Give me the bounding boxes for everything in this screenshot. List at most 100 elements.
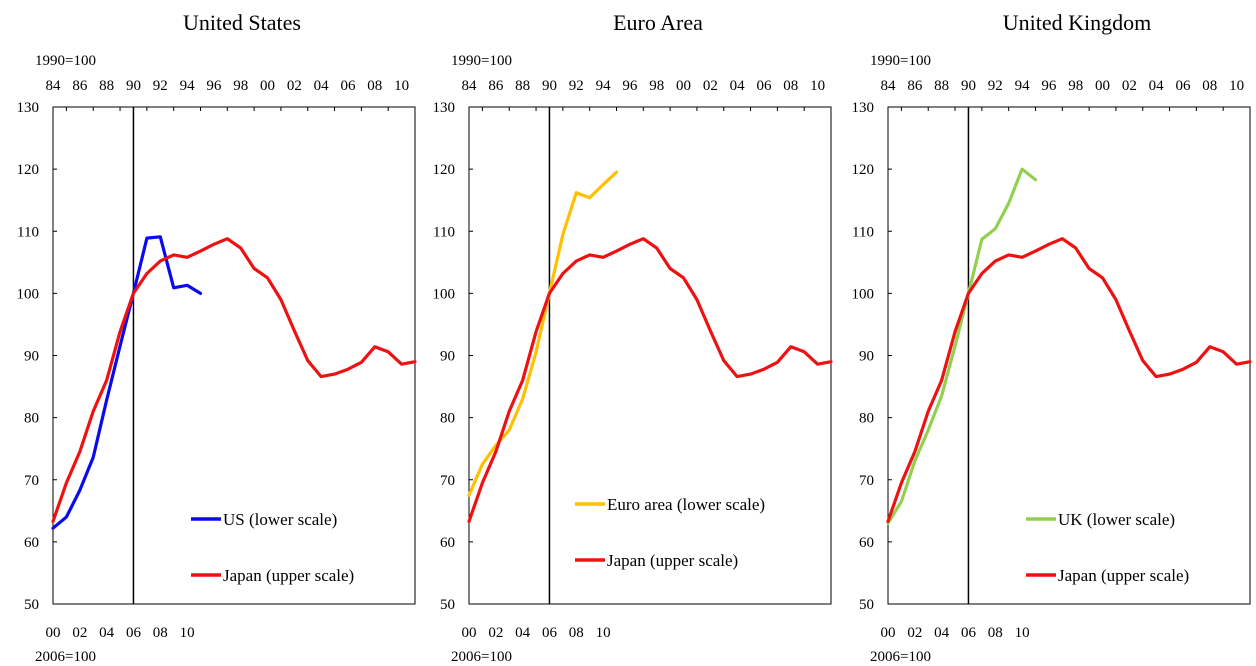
lower-axis-base-label: 2006=100 — [451, 649, 512, 665]
lower-tick-label: 10 — [596, 625, 611, 641]
plot-frame — [52, 106, 416, 605]
legend-label: Japan (upper scale) — [223, 566, 354, 585]
y-tick-label: 50 — [440, 597, 455, 613]
upper-tick-label: 00 — [260, 78, 275, 94]
legend-label: Japan (upper scale) — [607, 551, 738, 570]
upper-tick-label: 86 — [488, 78, 504, 94]
plot-frame — [468, 106, 832, 605]
y-tick-label: 110 — [852, 224, 874, 240]
y-tick-label: 120 — [433, 162, 456, 178]
legend-label: UK (lower scale) — [1058, 510, 1175, 529]
upper-tick-label: 84 — [462, 78, 478, 94]
lower-tick-label: 06 — [542, 625, 558, 641]
upper-tick-label: 88 — [515, 78, 530, 94]
legend-label: Euro area (lower scale) — [607, 495, 765, 514]
upper-tick-label: 02 — [287, 78, 302, 94]
y-tick-label: 130 — [17, 100, 40, 116]
upper-tick-label: 86 — [72, 78, 88, 94]
series-line-1 — [51, 237, 417, 524]
upper-tick-label: 06 — [340, 78, 356, 94]
panel-title: Euro Area — [613, 10, 703, 35]
upper-tick-label: 04 — [730, 78, 746, 94]
panel-title: United Kingdom — [1003, 10, 1152, 35]
upper-tick-label: 98 — [233, 78, 248, 94]
y-tick-label: 60 — [24, 535, 39, 551]
y-tick-label: 60 — [859, 535, 874, 551]
upper-tick-label: 94 — [1015, 78, 1031, 94]
series-line-0 — [467, 170, 619, 497]
upper-axis-base-label: 1990=100 — [870, 53, 931, 69]
upper-tick-label: 96 — [206, 78, 222, 94]
lower-tick-label: 02 — [488, 625, 503, 641]
y-tick-label: 110 — [433, 224, 455, 240]
y-tick-label: 70 — [24, 473, 39, 489]
y-tick-label: 120 — [17, 162, 40, 178]
y-tick-label: 70 — [440, 473, 455, 489]
lower-tick-label: 08 — [153, 625, 168, 641]
upper-tick-label: 04 — [314, 78, 330, 94]
upper-tick-label: 92 — [153, 78, 168, 94]
upper-axis-base-label: 1990=100 — [35, 53, 96, 69]
upper-tick-label: 10 — [394, 78, 409, 94]
y-tick-label: 110 — [17, 224, 39, 240]
upper-tick-label: 94 — [180, 78, 196, 94]
y-tick-label: 50 — [24, 597, 39, 613]
upper-tick-label: 06 — [1175, 78, 1191, 94]
series-line-1 — [467, 237, 833, 524]
upper-tick-label: 02 — [703, 78, 718, 94]
panel-title: United States — [183, 10, 301, 35]
y-tick-label: 80 — [440, 411, 455, 427]
lower-tick-label: 00 — [462, 625, 477, 641]
legend-label: US (lower scale) — [223, 510, 337, 529]
lower-tick-label: 00 — [46, 625, 61, 641]
lower-tick-label: 08 — [988, 625, 1003, 641]
lower-tick-label: 10 — [180, 625, 195, 641]
lower-tick-label: 10 — [1015, 625, 1030, 641]
upper-tick-label: 88 — [99, 78, 114, 94]
lower-tick-label: 04 — [515, 625, 531, 641]
upper-tick-label: 02 — [1122, 78, 1137, 94]
y-tick-label: 130 — [852, 100, 875, 116]
upper-tick-label: 92 — [569, 78, 584, 94]
lower-axis-base-label: 2006=100 — [870, 649, 931, 665]
y-tick-label: 80 — [859, 411, 874, 427]
upper-tick-label: 84 — [46, 78, 62, 94]
upper-tick-label: 06 — [756, 78, 772, 94]
y-tick-label: 100 — [433, 286, 456, 302]
y-tick-label: 100 — [852, 286, 875, 302]
upper-tick-label: 08 — [367, 78, 382, 94]
upper-tick-label: 90 — [961, 78, 976, 94]
y-tick-label: 100 — [17, 286, 40, 302]
series-line-0 — [51, 235, 203, 530]
y-tick-label: 50 — [859, 597, 874, 613]
upper-tick-label: 92 — [988, 78, 1003, 94]
upper-tick-label: 08 — [783, 78, 798, 94]
upper-tick-label: 10 — [1229, 78, 1244, 94]
upper-tick-label: 10 — [810, 78, 825, 94]
lower-tick-label: 00 — [881, 625, 896, 641]
chart-panel-1: Euro Area 1990=100 84 86 88 90 92 94 96 98 00 02 04 0… — [433, 10, 833, 665]
lower-tick-label: 04 — [99, 625, 115, 641]
upper-axis-base-label: 1990=100 — [451, 53, 512, 69]
lower-tick-label: 06 — [126, 625, 142, 641]
y-tick-label: 90 — [24, 349, 39, 365]
lower-tick-label: 02 — [72, 625, 87, 641]
upper-tick-label: 04 — [1149, 78, 1165, 94]
chart-panel-2: United Kingdom 1990=100 84 86 88 90 92 94 96 98 00… — [852, 10, 1252, 665]
upper-tick-label: 90 — [126, 78, 141, 94]
series-line-1 — [886, 237, 1252, 524]
legend-label: Japan (upper scale) — [1058, 566, 1189, 585]
upper-tick-label: 88 — [934, 78, 949, 94]
lower-tick-label: 06 — [961, 625, 977, 641]
upper-tick-label: 96 — [622, 78, 638, 94]
lower-axis-base-label: 2006=100 — [35, 649, 96, 665]
upper-tick-label: 98 — [649, 78, 664, 94]
chart-panel-0: United States 1990=100 84 86 88 90 92 94 96 98 00 0… — [17, 10, 417, 665]
lower-tick-label: 08 — [569, 625, 584, 641]
upper-tick-label: 90 — [542, 78, 557, 94]
series-line-0 — [886, 167, 1038, 525]
upper-tick-label: 00 — [676, 78, 691, 94]
y-tick-label: 90 — [859, 349, 874, 365]
upper-tick-label: 96 — [1041, 78, 1057, 94]
